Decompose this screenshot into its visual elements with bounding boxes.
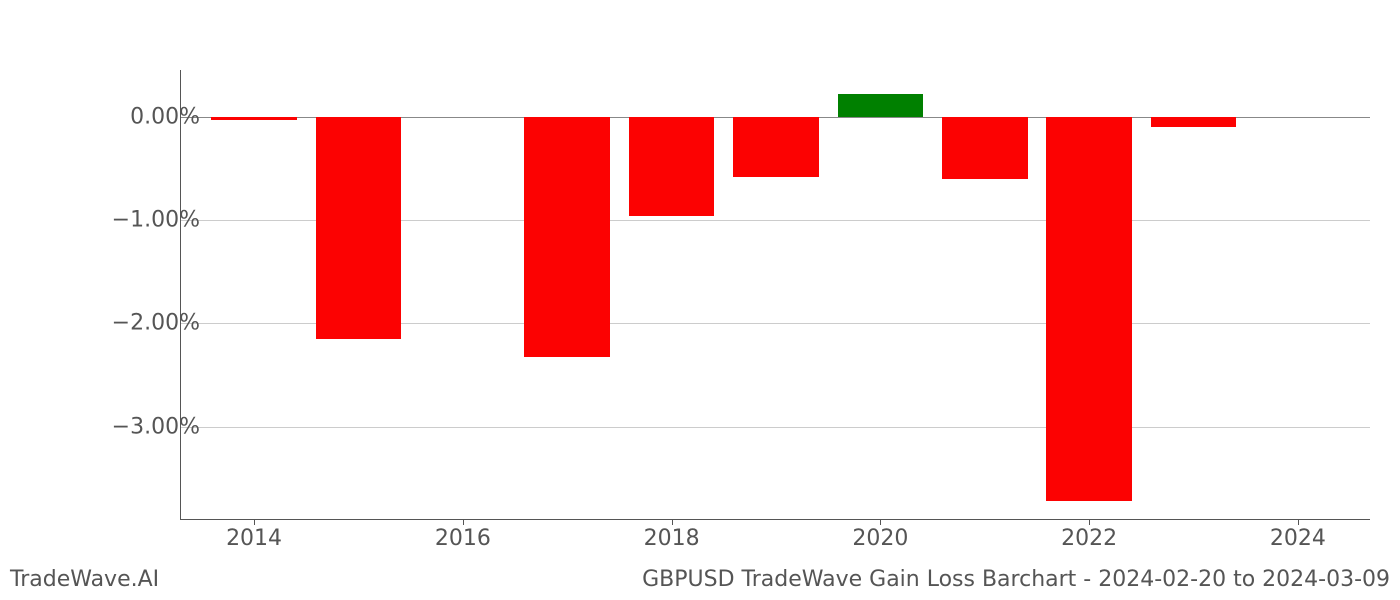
x-tick [880, 519, 881, 525]
bar [838, 94, 924, 117]
grid-line [181, 427, 1370, 428]
y-tick-label: −2.00% [90, 311, 200, 336]
bar [211, 117, 297, 120]
bar [316, 117, 402, 339]
footer-brand: TradeWave.AI [10, 567, 159, 592]
x-tick-label: 2020 [852, 526, 908, 551]
x-tick [1298, 519, 1299, 525]
x-tick-label: 2014 [226, 526, 282, 551]
bar [1046, 117, 1132, 502]
footer-caption: GBPUSD TradeWave Gain Loss Barchart - 20… [642, 567, 1390, 592]
y-tick-label: −1.00% [90, 208, 200, 233]
x-tick [254, 519, 255, 525]
y-tick-label: −3.00% [90, 414, 200, 439]
x-tick-label: 2016 [435, 526, 491, 551]
x-tick-label: 2022 [1061, 526, 1117, 551]
bar [524, 117, 610, 357]
x-tick-label: 2018 [644, 526, 700, 551]
plot-area: 201420162018202020222024 [180, 70, 1370, 520]
x-tick [463, 519, 464, 525]
y-tick-label: 0.00% [90, 104, 200, 129]
x-tick [672, 519, 673, 525]
bar [942, 117, 1028, 179]
bar [1151, 117, 1237, 127]
x-tick [1089, 519, 1090, 525]
x-tick-label: 2024 [1270, 526, 1326, 551]
chart-container: 201420162018202020222024 [180, 70, 1370, 520]
bar [733, 117, 819, 177]
bar [629, 117, 715, 216]
